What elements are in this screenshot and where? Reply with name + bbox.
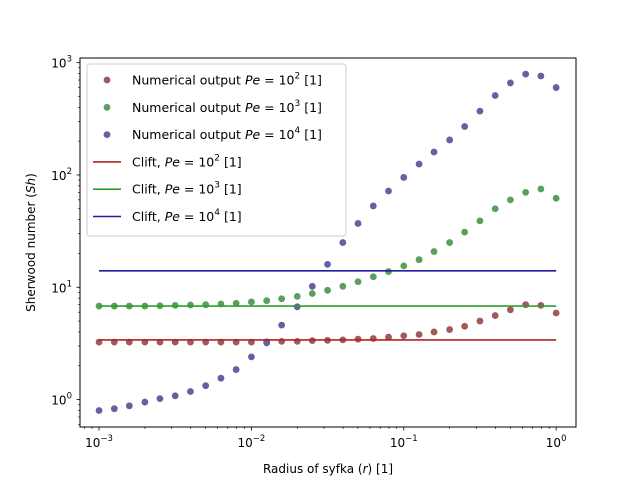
x-axis-ticks: 10−3 10−2 10−1 100 xyxy=(83,427,567,450)
series-2-point xyxy=(187,301,194,309)
legend-label: Clift, Pe = 103 [1] xyxy=(132,181,242,197)
series-2-point xyxy=(507,196,514,204)
series-1-point xyxy=(293,337,301,345)
series-1-point xyxy=(552,309,560,317)
series-2-point xyxy=(308,290,316,297)
series-2-point xyxy=(232,299,240,307)
series-3-point xyxy=(263,339,271,347)
series-2-point xyxy=(400,262,408,270)
legend-entry: Numerical output Pe = 102 [1] xyxy=(103,72,322,88)
series-3-point xyxy=(552,84,560,91)
series-3-point xyxy=(339,239,347,246)
y-tick-label: 102 xyxy=(51,167,72,183)
y-axis-label: Sherwood number (Sh) xyxy=(24,173,38,312)
x-tick-label: 100 xyxy=(546,434,567,450)
series-3-point xyxy=(248,353,255,361)
legend-entry: Clift, Pe = 103 [1] xyxy=(93,181,242,197)
series-3-point xyxy=(415,160,423,168)
legend-marker xyxy=(103,76,111,84)
legend-label: Numerical output Pe = 103 [1] xyxy=(132,99,322,115)
series-3-point xyxy=(507,79,514,87)
series-3-point xyxy=(430,148,438,156)
legend-marker xyxy=(103,103,111,111)
series-2-point xyxy=(369,273,377,281)
series-1-point xyxy=(415,331,423,338)
y-tick-label: 101 xyxy=(51,279,72,295)
series-1-point xyxy=(476,317,484,325)
series-1-point xyxy=(400,332,408,340)
legend-entry: Clift, Pe = 104 [1] xyxy=(93,208,242,224)
series-3-point xyxy=(308,282,316,290)
series-3-point xyxy=(232,366,240,373)
series-1-point xyxy=(491,312,499,319)
series-2-point xyxy=(293,292,301,300)
series-3-point xyxy=(491,92,499,99)
legend-label: Numerical output Pe = 104 [1] xyxy=(132,126,322,142)
series-3-point xyxy=(354,220,362,227)
series-2-point xyxy=(202,301,210,309)
series-3-point xyxy=(400,174,408,181)
series-1-point xyxy=(446,326,454,333)
series-2-point xyxy=(339,282,347,290)
series-1-point xyxy=(461,322,469,330)
x-axis-label: Radius of syfka (r) [1] xyxy=(263,462,393,476)
legend-entry: Numerical output Pe = 104 [1] xyxy=(103,126,322,142)
legend-entry: Clift, Pe = 102 [1] xyxy=(93,153,242,169)
series-2-point xyxy=(430,248,438,255)
series-3-point xyxy=(369,202,377,210)
x-tick-label: 10−2 xyxy=(237,434,265,450)
series-3-point xyxy=(156,395,164,403)
series-1-point xyxy=(385,333,392,341)
legend: Numerical output Pe = 102 [1] Numerical o… xyxy=(86,63,347,237)
plot-frame xyxy=(79,57,577,428)
series-2-point xyxy=(552,194,560,202)
series-3-point xyxy=(385,187,392,195)
series-2-point xyxy=(461,228,469,236)
series-2-point xyxy=(354,278,362,286)
series-2-point xyxy=(522,188,530,196)
series-2-point xyxy=(263,297,271,305)
y-axis-ticks: 100 101 102 103 xyxy=(51,55,80,425)
legend-label: Numerical output Pe = 102 [1] xyxy=(132,72,322,88)
y-tick-label: 100 xyxy=(51,392,72,408)
plot-marks xyxy=(95,70,560,414)
series-3-point xyxy=(461,123,469,130)
series-1-point xyxy=(278,337,286,345)
series-2-point xyxy=(491,205,499,213)
series-2-point xyxy=(278,295,286,303)
series-3-point xyxy=(125,402,133,410)
series-3-point xyxy=(522,70,530,78)
series-1-point xyxy=(369,335,377,342)
series-3-point xyxy=(171,392,179,400)
series-2-point xyxy=(324,286,331,294)
series-3-point xyxy=(537,72,545,80)
series-3-point xyxy=(278,321,286,329)
series-3-point xyxy=(446,136,454,144)
legend-entry: Numerical output Pe = 103 [1] xyxy=(103,99,322,115)
x-tick-label: 10−3 xyxy=(85,434,113,450)
series-3-point xyxy=(324,260,331,268)
series-2-point xyxy=(248,298,255,306)
x-tick-label: 10−1 xyxy=(390,434,418,450)
series-1-point xyxy=(522,301,530,309)
y-tick-label: 103 xyxy=(51,55,72,71)
series-3-point xyxy=(217,374,225,382)
series-1-point xyxy=(430,328,438,336)
series-2-point xyxy=(415,256,423,264)
series-3-point xyxy=(187,388,194,395)
series-3-point xyxy=(202,382,210,390)
series-1-point xyxy=(507,306,514,314)
legend-label: Clift, Pe = 104 [1] xyxy=(132,208,242,224)
series-3-point xyxy=(141,398,149,406)
series-2-point xyxy=(537,185,545,193)
series-3-point xyxy=(110,405,118,413)
series-2-point xyxy=(446,239,454,246)
legend-box xyxy=(86,63,347,237)
series-3-point xyxy=(476,107,484,115)
series-2-point xyxy=(476,217,484,225)
legend-label: Clift, Pe = 102 [1] xyxy=(132,153,242,169)
series-3-point xyxy=(95,407,103,414)
legend-marker xyxy=(103,131,111,139)
